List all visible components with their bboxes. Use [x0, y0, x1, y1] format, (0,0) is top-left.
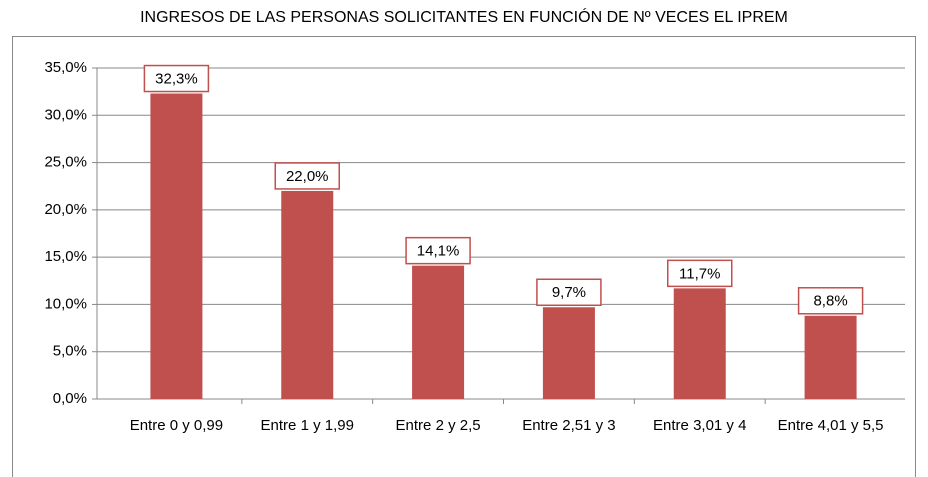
data-label: 9,7%	[552, 284, 586, 301]
data-label-box	[405, 236, 471, 265]
data-label: 32,3%	[155, 71, 198, 88]
y-tick-label: 35,0%	[44, 59, 87, 76]
y-tick-label: 20,0%	[44, 201, 87, 218]
chart-title: INGRESOS DE LAS PERSONAS SOLICITANTES EN…	[140, 7, 788, 26]
y-tick-label: 25,0%	[44, 154, 87, 171]
data-label-box	[667, 259, 733, 288]
y-tick-label: 5,0%	[53, 343, 87, 360]
y-tick-label: 15,0%	[44, 248, 87, 265]
data-label: 8,8%	[813, 293, 847, 310]
y-tick-label: 30,0%	[44, 106, 87, 123]
y-tick-label: 10,0%	[44, 295, 87, 312]
data-label-box	[797, 287, 864, 315]
y-tick-label: 0,0%	[53, 390, 87, 407]
x-tick-label: Entre 2,51 y 3	[522, 417, 616, 434]
bar	[150, 93, 203, 399]
x-tick-label: Entre 0 y 0,99	[129, 417, 224, 434]
data-label: 14,1%	[417, 243, 460, 260]
bar	[281, 190, 334, 399]
bar	[412, 265, 465, 399]
data-label-box	[143, 64, 210, 93]
x-tick-label: Entre 2 y 2,5	[395, 417, 481, 434]
data-label-box	[274, 162, 340, 190]
x-tick-label: Entre 3,01 y 4	[653, 417, 747, 434]
data-label-box	[536, 278, 602, 307]
bar	[673, 288, 726, 399]
data-label: 11,7%	[679, 265, 720, 282]
x-tick-label: Entre 4,01 y 5,5	[777, 417, 884, 434]
chart-border	[12, 36, 916, 477]
bar	[804, 315, 857, 399]
data-label: 22,0%	[286, 168, 329, 185]
bar	[542, 307, 595, 399]
x-tick-label: Entre 1 y 1,99	[260, 417, 354, 434]
